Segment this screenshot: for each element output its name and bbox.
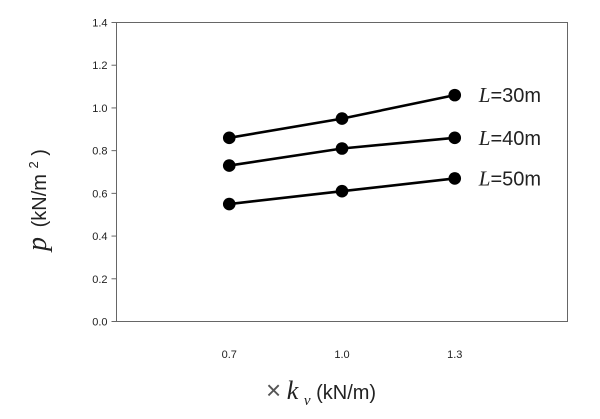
- series-label: L=40m: [478, 126, 541, 150]
- y-tick-label: 1.2: [92, 60, 107, 72]
- y-tick-label: 0.6: [92, 188, 107, 200]
- data-point: [335, 112, 349, 125]
- series-label: L=50m: [478, 166, 541, 190]
- y-axis-unit-suffix: ): [29, 149, 51, 156]
- x-tick-label: 1.0: [334, 349, 349, 361]
- y-tick-label: 0.8: [92, 146, 107, 158]
- y-axis-label: p (kN/m 2 ): [21, 149, 53, 253]
- x-tick-label: 1.3: [447, 349, 462, 361]
- x-axis-times-symbol: ×: [266, 375, 281, 405]
- y-tick-label: 0.2: [92, 274, 107, 286]
- series-label: L=30m: [478, 83, 541, 107]
- y-tick-label: 1.0: [92, 103, 107, 115]
- y-axis-unit-superscript: 2: [26, 161, 41, 168]
- y-tick-label: 0.0: [92, 317, 107, 329]
- y-axis-unit-prefix: (kN/m: [29, 174, 51, 227]
- data-point: [448, 88, 462, 102]
- x-axis-symbol: k: [287, 376, 299, 405]
- y-tick-label: 0.4: [92, 231, 107, 243]
- data-point: [222, 197, 236, 211]
- data-point: [335, 142, 349, 155]
- data-point: [222, 159, 236, 172]
- x-tick-label: 0.7: [222, 349, 237, 361]
- x-axis-unit: (kN/m): [316, 382, 376, 404]
- y-tick-label: 1.4: [92, 18, 107, 30]
- y-axis-symbol: p: [22, 237, 53, 253]
- data-point: [448, 131, 462, 145]
- data-point: [222, 131, 236, 145]
- x-axis-label: × k v (kN/m): [266, 375, 376, 410]
- x-axis-subscript: v: [304, 393, 311, 409]
- data-point: [448, 172, 462, 185]
- data-point: [335, 184, 349, 198]
